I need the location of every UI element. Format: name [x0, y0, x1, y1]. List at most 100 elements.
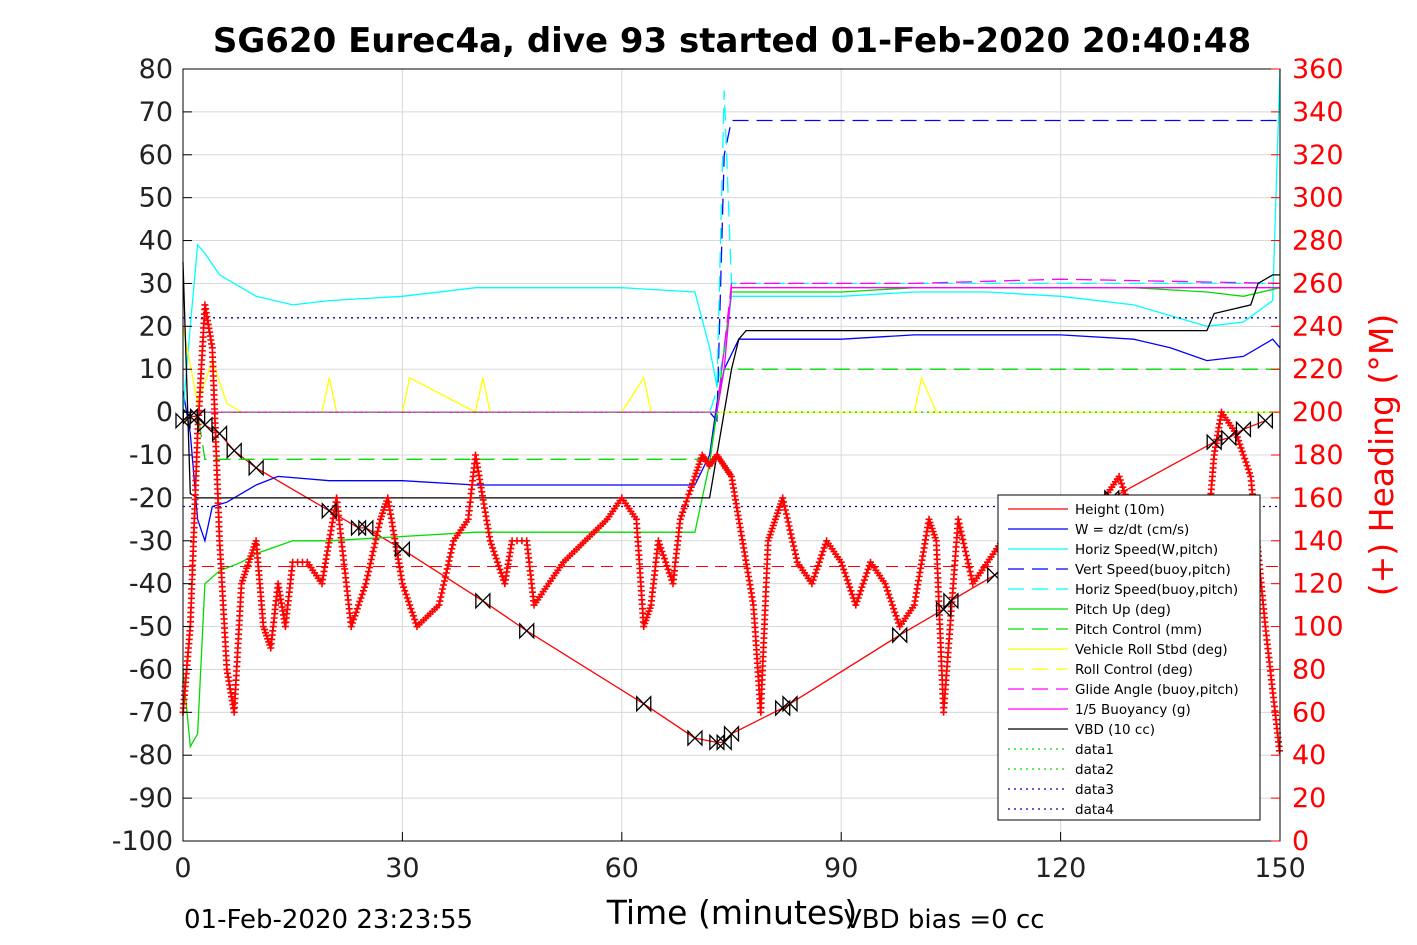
heading-point: [445, 557, 453, 565]
heading-point: [438, 589, 446, 597]
heading-point: [444, 561, 452, 569]
heading-point: [788, 534, 796, 542]
x-tick-label: 120: [1035, 853, 1087, 884]
series-glide: [183, 278, 1281, 413]
y-right-tick-label: 300: [1292, 183, 1344, 214]
heading-point: [954, 515, 962, 523]
heading-point: [1115, 472, 1123, 480]
heading-point: [1116, 476, 1124, 484]
height-marker: [892, 626, 908, 644]
heading-point: [362, 580, 370, 588]
heading-point: [376, 519, 383, 527]
heading-point: [364, 572, 372, 580]
heading-point: [810, 573, 818, 580]
heading-point: [890, 605, 898, 613]
heading-point: [359, 587, 367, 595]
heading-point: [1238, 447, 1246, 455]
heading-point: [357, 594, 365, 602]
heading-point: [375, 523, 383, 531]
heading-point: [1246, 469, 1253, 477]
heading-point: [884, 587, 891, 595]
heading-point: [676, 515, 684, 523]
y-tick-label: 70: [139, 97, 173, 128]
height-marker: [475, 592, 491, 610]
legend-label-data4: data4: [1075, 802, 1114, 818]
heading-point: [1118, 480, 1125, 488]
heading-point: [792, 554, 800, 562]
heading-point: [1242, 458, 1250, 466]
heading-point: [680, 505, 688, 513]
heading-point: [365, 568, 373, 576]
y-tick-label: 0: [156, 397, 173, 428]
heading-point: [863, 569, 871, 577]
heading-point: [817, 555, 824, 563]
legend-label-height: Height (10m): [1075, 502, 1165, 518]
heading-point: [1236, 440, 1244, 448]
legend-label-vbd: VBD (10 cc): [1075, 722, 1155, 738]
height-marker: [716, 733, 732, 751]
y-right-tick-label: 200: [1292, 397, 1344, 428]
heading-point: [656, 540, 664, 548]
heading-point: [893, 615, 901, 623]
heading-point: [887, 598, 895, 605]
heading-point: [958, 531, 966, 539]
x-tick-label: 60: [605, 853, 639, 884]
series-vbd: [182, 261, 1280, 499]
x-tick-label: 150: [1254, 853, 1306, 884]
legend-label-pitch_ctrl: Pitch Control (mm): [1075, 622, 1202, 638]
heading-point: [491, 551, 499, 559]
y-tick-label: 50: [139, 183, 173, 214]
legend-label-horiz_w: Horiz Speed(W,pitch): [1075, 542, 1218, 558]
heading-point: [1120, 487, 1128, 495]
heading-point: [411, 615, 419, 623]
heading-point: [406, 601, 414, 609]
heading-point: [1239, 451, 1247, 459]
heading-point: [838, 562, 846, 570]
y-right-tick-label: 120: [1292, 569, 1344, 600]
legend-label-roll_ctrl: Roll Control (deg): [1075, 662, 1193, 678]
heading-point: [435, 601, 443, 609]
heading-point: [366, 564, 373, 572]
y-right-tick-label: 320: [1292, 140, 1344, 171]
heading-point: [370, 544, 378, 551]
heading-point: [353, 605, 361, 613]
y-tick-label: -90: [129, 783, 173, 814]
legend-label-data3: data3: [1075, 782, 1114, 798]
height-marker: [197, 416, 213, 434]
y-right-tick-label: 220: [1292, 354, 1344, 385]
heading-point: [437, 593, 445, 601]
heading-point: [785, 522, 793, 530]
heading-point: [490, 548, 498, 555]
heading-point: [403, 594, 411, 602]
y-right-tick-label: 280: [1292, 226, 1344, 257]
heading-point: [489, 544, 497, 552]
heading-point: [864, 565, 872, 573]
y-right-tick-label: 240: [1292, 311, 1344, 342]
height-marker: [519, 622, 535, 640]
legend-label-roll: Vehicle Roll Stbd (deg): [1075, 642, 1228, 658]
heading-point: [685, 490, 693, 498]
height-marker: [248, 459, 264, 477]
heading-point: [820, 544, 828, 552]
heading-point: [792, 550, 799, 558]
heading-point: [966, 568, 974, 576]
heading-point: [808, 580, 816, 588]
heading-point: [681, 501, 689, 509]
heading-point: [350, 615, 358, 623]
heading-point: [440, 581, 447, 589]
heading-point: [374, 527, 382, 535]
heading-point: [841, 569, 849, 577]
y-right-tick-label: 80: [1292, 654, 1326, 685]
heading-point: [352, 608, 360, 616]
y-tick-label: -40: [129, 569, 173, 600]
heading-point: [689, 480, 696, 488]
heading-point: [780, 498, 788, 506]
heading-point: [1119, 483, 1127, 491]
heading-point: [1244, 465, 1252, 473]
heading-point: [679, 508, 687, 516]
height-marker: [358, 519, 374, 537]
heading-point: [957, 527, 965, 535]
x-tick-label: 90: [824, 853, 858, 884]
height-marker: [935, 600, 952, 618]
